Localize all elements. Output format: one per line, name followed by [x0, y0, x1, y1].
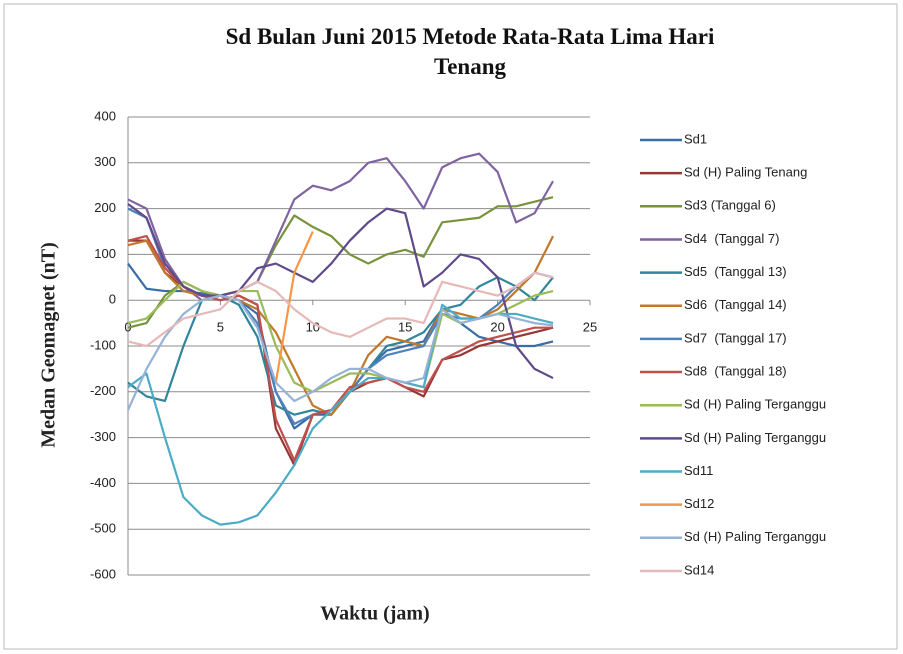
legend-label: Sd8 (Tanggal 18) — [684, 363, 787, 378]
y-tick-label: 300 — [94, 154, 116, 169]
y-tick-label: -400 — [90, 475, 116, 490]
y-tick-label: -100 — [90, 337, 116, 352]
y-tick-label: -200 — [90, 383, 116, 398]
series-line — [274, 231, 314, 383]
legend-label: Sd3 (Tanggal 6) — [684, 198, 776, 213]
y-tick-label: -500 — [90, 521, 116, 536]
legend-label: Sd6 (Tanggal 14) — [684, 297, 787, 312]
series-line — [127, 152, 554, 302]
x-tick-label: 10 — [306, 320, 320, 335]
legend-label: Sd7 (Tanggal 17) — [684, 330, 787, 345]
x-tick-label: 20 — [490, 320, 504, 335]
y-tick-label: 0 — [109, 292, 116, 307]
y-tick-label: -600 — [90, 566, 116, 581]
series-line — [127, 203, 554, 380]
series-line — [126, 294, 554, 411]
y-tick-label: 100 — [94, 246, 116, 261]
chart-border — [3, 3, 898, 650]
y-tick-label: 400 — [94, 108, 116, 123]
y-tick-label: 200 — [94, 200, 116, 215]
x-tick-label: 25 — [583, 320, 597, 335]
legend-label: Sd (H) Paling Tenang — [684, 165, 807, 180]
y-axis-title: Medan Geomagnet (nT) — [38, 242, 60, 448]
legend-label: Sd1 — [684, 131, 707, 146]
x-axis-title: Waktu (jam) — [320, 603, 429, 625]
legend-label: Sd (H) Paling Terganggu — [684, 397, 826, 412]
x-tick-label: 5 — [217, 320, 224, 335]
y-tick-label: -300 — [90, 429, 116, 444]
legend-label: Sd11 — [684, 463, 713, 478]
chart-title: Sd Bulan Juni 2015 Metode Rata-Rata Lima… — [225, 24, 715, 79]
legend-label: Sd (H) Paling Terganggu — [684, 430, 826, 445]
legend-label: Sd12 — [684, 496, 714, 511]
legend-label: Sd5 (Tanggal 13) — [684, 264, 787, 279]
legend-label: Sd14 — [684, 562, 714, 577]
legend-label: Sd4 (Tanggal 7) — [684, 231, 779, 246]
series-line — [127, 271, 554, 348]
legend-label: Sd (H) Paling Terganggu — [684, 529, 826, 544]
x-tick-label: 15 — [398, 320, 412, 335]
